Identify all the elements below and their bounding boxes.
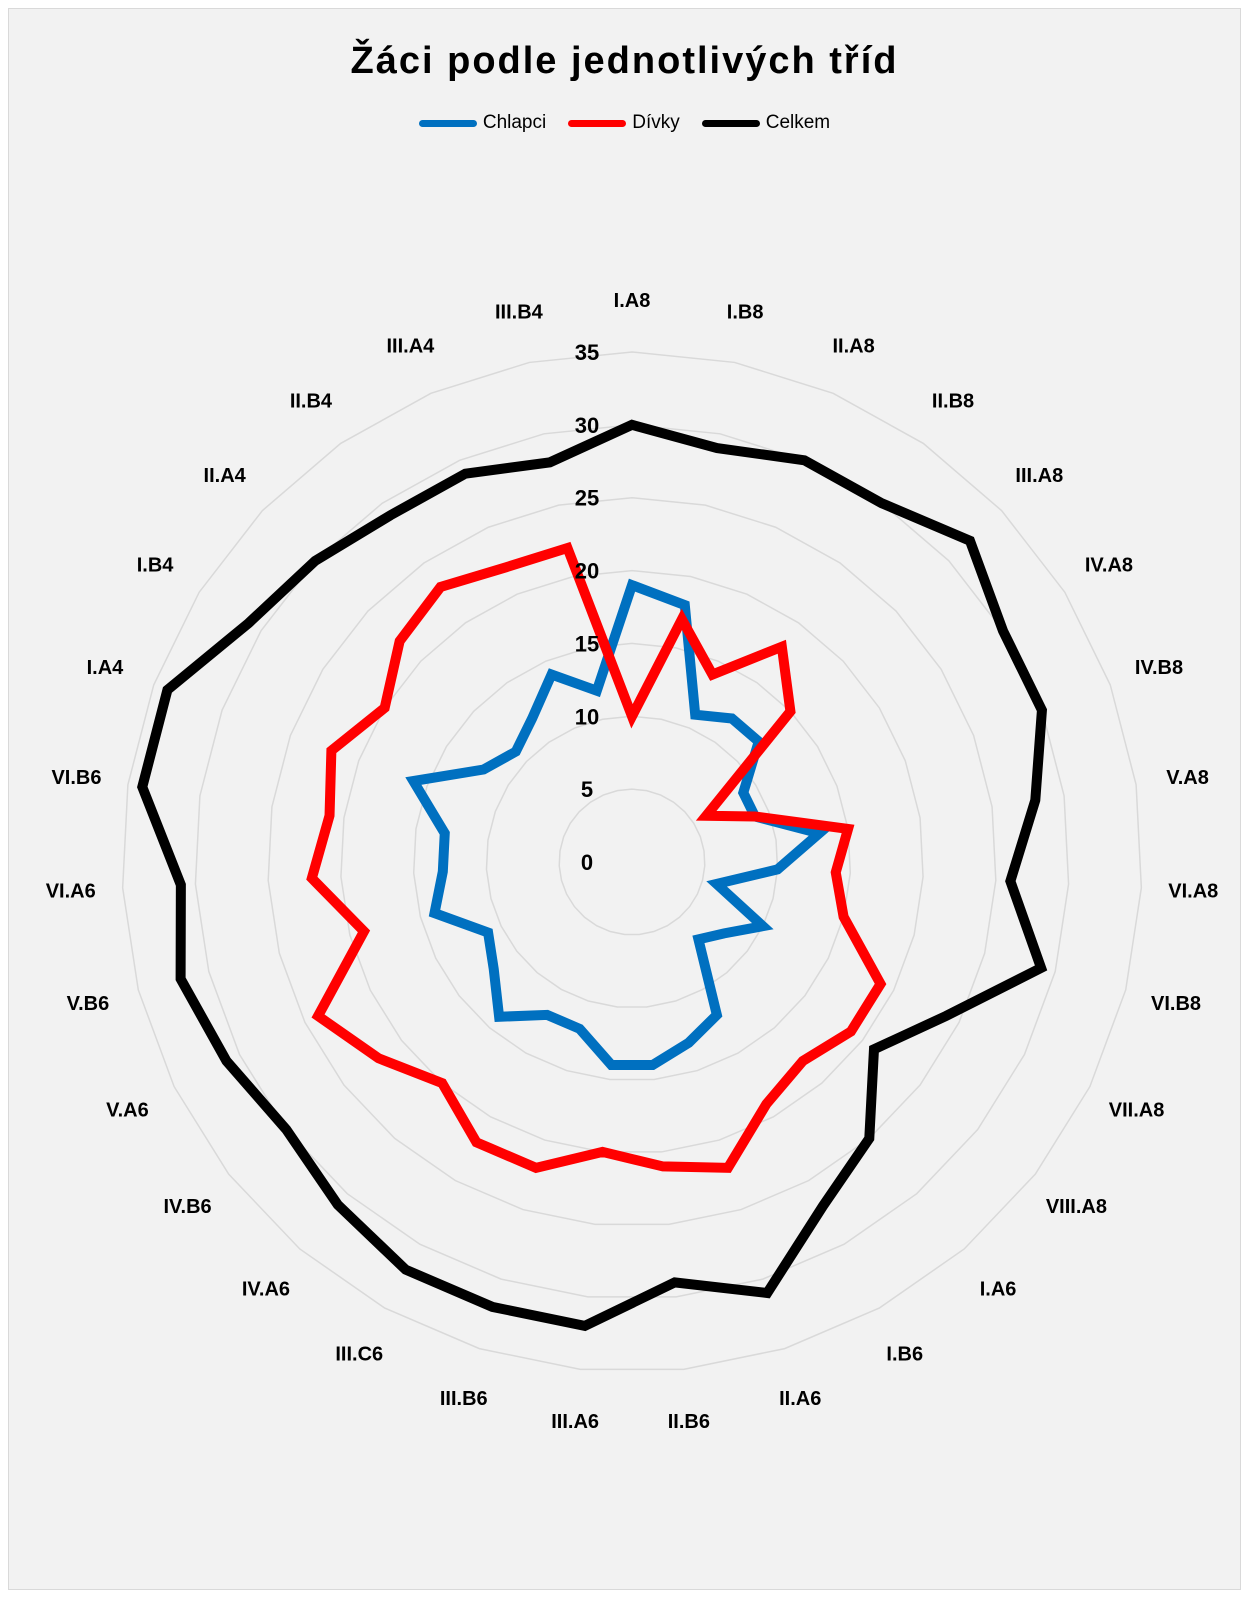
category-label: I.A8 bbox=[614, 290, 651, 312]
category-label: V.A8 bbox=[1166, 767, 1209, 789]
category-label: III.B4 bbox=[495, 302, 544, 324]
grid-ring-15 bbox=[412, 642, 852, 1081]
category-label: I.B4 bbox=[137, 555, 175, 577]
legend-item-divky[interactable]: Dívky bbox=[568, 112, 680, 134]
grid-ring-25 bbox=[267, 496, 997, 1226]
tick-label-25: 25 bbox=[575, 486, 599, 511]
category-label: III.A8 bbox=[1015, 465, 1063, 487]
category-label: VI.B6 bbox=[51, 767, 101, 789]
category-label: V.A6 bbox=[106, 1100, 149, 1122]
category-label: III.C6 bbox=[335, 1343, 383, 1365]
legend-swatch-celkem bbox=[701, 119, 760, 127]
tick-label-10: 10 bbox=[575, 704, 599, 729]
tick-label-5: 5 bbox=[581, 777, 593, 802]
tick-label-15: 15 bbox=[575, 631, 599, 656]
chart-title: Žáci podle jednotlivých tříd bbox=[350, 40, 899, 82]
legend-label-chlapci: Chlapci bbox=[482, 112, 547, 133]
tick-label-0: 0 bbox=[581, 850, 593, 875]
legend-swatch-divky bbox=[568, 119, 627, 127]
legend-item-celkem[interactable]: Celkem bbox=[701, 112, 831, 134]
category-label: II.B4 bbox=[290, 391, 333, 413]
category-label: III.A6 bbox=[551, 1411, 599, 1433]
category-label: II.A4 bbox=[204, 465, 247, 487]
radial-tick-labels: 0 5 10 15 20 25 30 35 bbox=[575, 340, 599, 875]
legend-label-celkem: Celkem bbox=[765, 112, 831, 133]
category-label: II.B6 bbox=[668, 1411, 710, 1433]
category-label: IV.B8 bbox=[1135, 657, 1183, 679]
grid-ring-35 bbox=[121, 351, 1143, 1371]
category-label: VII.A8 bbox=[1109, 1100, 1165, 1122]
category-label: III.B6 bbox=[440, 1388, 488, 1410]
legend-swatch-chlapci bbox=[418, 119, 477, 127]
category-label: IV.A6 bbox=[242, 1278, 290, 1300]
category-label: I.A4 bbox=[87, 657, 125, 679]
tick-label-20: 20 bbox=[575, 559, 599, 584]
category-labels: I.A8 I.B8 II.A8 II.B8 III.A8 IV.A8 IV.B8 V.A8 VI… bbox=[46, 290, 1219, 1433]
legend-label-divky: Dívky bbox=[632, 112, 680, 133]
grid-ring-10 bbox=[485, 715, 779, 1008]
category-label: V.B6 bbox=[67, 993, 110, 1015]
series-line-d-vky[interactable] bbox=[306, 541, 887, 1174]
grid-ring-5 bbox=[558, 788, 706, 936]
category-label: VIII.A8 bbox=[1046, 1196, 1107, 1218]
series-lines bbox=[137, 419, 1048, 1332]
category-label: I.A6 bbox=[980, 1278, 1017, 1300]
category-label: VI.B8 bbox=[1151, 993, 1201, 1015]
category-label: I.B6 bbox=[886, 1343, 923, 1365]
category-label: II.B8 bbox=[932, 391, 974, 413]
grid bbox=[121, 351, 1143, 1371]
category-label: II.A8 bbox=[833, 336, 875, 358]
category-label: II.A6 bbox=[779, 1388, 821, 1410]
category-label: III.A4 bbox=[386, 336, 435, 358]
category-label: IV.B6 bbox=[163, 1196, 211, 1218]
category-label: VI.A6 bbox=[46, 880, 96, 902]
series-line-celkem[interactable] bbox=[137, 419, 1048, 1332]
tick-label-35: 35 bbox=[575, 340, 599, 365]
series-line-chlapci[interactable] bbox=[405, 578, 830, 1070]
category-label: IV.A8 bbox=[1085, 555, 1133, 577]
tick-label-30: 30 bbox=[575, 413, 599, 438]
category-label: VI.A8 bbox=[1168, 880, 1218, 902]
category-label: I.B8 bbox=[727, 302, 764, 324]
legend: Chlapci Dívky Celkem bbox=[0, 112, 1249, 134]
legend-item-chlapci[interactable]: Chlapci bbox=[418, 112, 547, 134]
